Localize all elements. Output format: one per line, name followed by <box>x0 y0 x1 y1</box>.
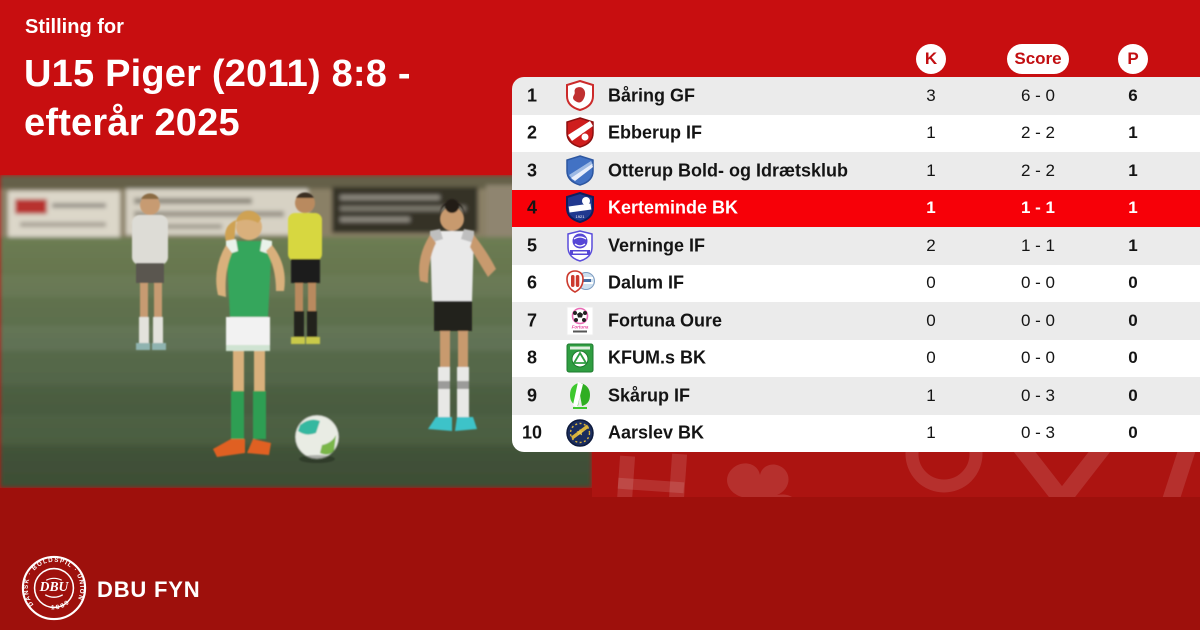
club-crest-aarslev-bk <box>560 415 600 453</box>
column-header-matches: K <box>916 44 946 74</box>
table-row-1: 1 Båring GF 3 6 - 0 6 <box>512 77 1200 115</box>
player-green <box>213 210 285 457</box>
column-header-points: P <box>1118 44 1148 74</box>
table-row-5: 5 Verninge IF 2 1 - 1 1 <box>512 227 1200 265</box>
matches-value: 1 <box>926 123 936 143</box>
matches-value: 1 <box>926 160 936 180</box>
position: 7 <box>526 310 537 331</box>
points-value: 0 <box>1128 310 1138 330</box>
position: 2 <box>526 122 537 143</box>
score-value: 2 - 2 <box>1020 160 1056 180</box>
team-name: Skårup IF <box>608 385 691 406</box>
score-value: 0 - 3 <box>1020 385 1056 405</box>
org-name: DBU FYN <box>97 577 201 602</box>
background-bottom-left <box>0 488 592 630</box>
match-photo <box>0 175 592 488</box>
team-name: Kerteminde BK <box>608 197 739 218</box>
dbu-logo-wings <box>44 594 64 598</box>
football <box>294 414 340 463</box>
position: 10 <box>521 422 543 443</box>
crest-watermark-band <box>592 452 1200 497</box>
club-crest-baring-gf <box>560 77 600 115</box>
club-crest-verninge-if <box>560 227 600 265</box>
position: 9 <box>526 385 537 406</box>
matches-value: 2 <box>926 235 936 255</box>
team-name: Verninge IF <box>608 235 706 256</box>
table-row-6: 6 Dalum IF 0 0 - 0 0 <box>512 264 1200 303</box>
table-row-3: 3 Otterup Bold- og Idrætsklub 1 2 - 2 1 <box>512 152 1200 190</box>
kicker-text: Stilling for <box>25 16 124 38</box>
photo-background <box>0 175 592 488</box>
club-crest-skarup-if <box>560 377 600 415</box>
score-value: 0 - 0 <box>1020 310 1056 330</box>
position: 6 <box>526 272 537 293</box>
column-header-score: Score <box>1007 44 1069 74</box>
score-value: 0 - 0 <box>1020 348 1056 368</box>
page-title: U15 Piger (2011) 8:8 - efterår 2025 <box>24 53 411 144</box>
standings-table: 1 Båring GF 3 6 - 0 6 2 Ebberup IF 1 2 -… <box>512 77 1200 452</box>
svg-text:Fortuna: Fortuna <box>572 324 589 329</box>
team-name: Båring GF <box>608 85 696 106</box>
points-value: 1 <box>1128 235 1138 255</box>
points-value: 0 <box>1128 385 1138 405</box>
table-row-2: 2 Ebberup IF 1 2 - 2 1 <box>512 114 1200 153</box>
table-row-8: 8 KFUM.s BK 0 0 - 0 0 <box>512 339 1200 378</box>
points-value: 6 <box>1128 85 1138 105</box>
points-value: 0 <box>1128 348 1138 368</box>
crest-watermark-shapes <box>615 452 1196 497</box>
score-value: 1 - 1 <box>1020 235 1056 255</box>
points-value: 1 <box>1128 123 1138 143</box>
table-row-4-highlighted: 4 1921 Kerteminde BK 1 1 - 1 1 <box>512 189 1200 228</box>
matches-value: 0 <box>926 310 936 330</box>
table-row-10: 10 Aarslev BK 1 0 - 3 0 <box>512 414 1200 453</box>
score-value: 6 - 0 <box>1020 85 1056 105</box>
match-photo-illustration <box>0 175 592 488</box>
referee <box>288 192 322 344</box>
player-left-white <box>132 193 168 350</box>
score-value: 0 - 3 <box>1020 423 1056 443</box>
points-value: 1 <box>1128 160 1138 180</box>
score-value: 1 - 1 <box>1020 198 1056 218</box>
team-name: KFUM.s BK <box>608 347 706 368</box>
team-name: Dalum IF <box>608 272 685 293</box>
matches-value: 3 <box>926 85 936 105</box>
table-row-7: 7 Fortuna Fortuna Oure 0 0 - 0 0 <box>512 302 1200 340</box>
matches-value: 0 <box>926 273 936 293</box>
matches-value: 1 <box>926 198 936 218</box>
score-value: 2 - 2 <box>1020 123 1056 143</box>
player-right-white <box>419 199 496 431</box>
team-name: Aarslev BK <box>608 422 705 443</box>
position: 5 <box>526 235 537 256</box>
club-crest-otterup <box>560 152 600 190</box>
club-crest-fortuna-oure: Fortuna <box>560 302 600 340</box>
dbu-logo: DANSK · BOLDSPIL · UNION · 1889 · DBU <box>20 554 88 622</box>
club-crest-dalum-if <box>560 265 600 303</box>
dbu-logo-monogram: DBU <box>39 579 70 594</box>
points-value: 0 <box>1128 273 1138 293</box>
position: 1 <box>526 85 537 106</box>
team-name: Otterup Bold- og Idrætsklub <box>608 160 848 181</box>
position: 8 <box>526 347 537 368</box>
svg-text:1921: 1921 <box>576 214 586 219</box>
table-row-9: 9 Skårup IF 1 0 - 3 0 <box>512 377 1200 415</box>
score-value: 0 - 0 <box>1020 273 1056 293</box>
team-name: Fortuna Oure <box>608 310 723 331</box>
team-name: Ebberup IF <box>608 122 702 143</box>
club-crest-kerteminde-bk: 1921 <box>560 190 600 228</box>
points-value: 1 <box>1128 198 1138 218</box>
club-crest-ebberup-if <box>560 115 600 153</box>
matches-value: 1 <box>926 385 936 405</box>
position: 3 <box>526 160 537 181</box>
matches-value: 0 <box>926 348 936 368</box>
matches-value: 1 <box>926 423 936 443</box>
points-value: 0 <box>1128 423 1138 443</box>
club-crest-kfums-bk <box>560 340 600 378</box>
position: 4 <box>526 197 537 218</box>
